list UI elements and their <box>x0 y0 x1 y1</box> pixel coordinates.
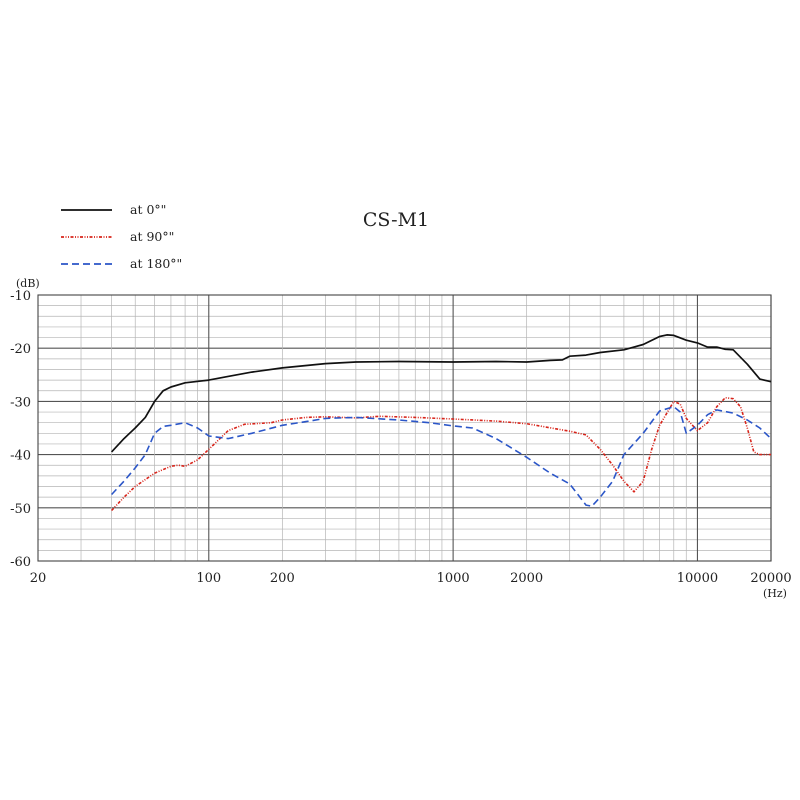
legend-label: at 180°" <box>130 256 182 271</box>
x-tick-label: 2000 <box>510 571 543 586</box>
series-lines <box>110 334 772 512</box>
legend-label: at 90°" <box>130 229 174 244</box>
plot-frame <box>37 294 772 562</box>
chart-title: CS-M1 <box>363 209 429 231</box>
y-tick-label: -60 <box>10 555 31 570</box>
y-tick-label: -40 <box>10 449 31 464</box>
y-axis-unit: (dB) <box>16 277 40 290</box>
series-line-3 <box>111 405 772 507</box>
x-tick-label: 100 <box>196 571 221 586</box>
series-line-2 <box>111 396 771 512</box>
legend-label: at 0°" <box>130 202 166 217</box>
x-axis-unit: (Hz) <box>763 587 787 600</box>
x-tick-label: 20000 <box>750 571 791 586</box>
y-tick-label: -50 <box>10 502 31 517</box>
grid <box>37 294 772 562</box>
x-tick-label: 1000 <box>437 571 470 586</box>
y-tick-label: -10 <box>10 289 31 304</box>
legend: at 0°" at 90°" at 180°" <box>61 202 182 271</box>
x-tick-label: 10000 <box>677 571 718 586</box>
x-tick-label: 20 <box>30 571 47 586</box>
y-tick-label: -30 <box>10 395 31 410</box>
series-line-1 <box>110 334 772 453</box>
x-tick-label: 200 <box>270 571 295 586</box>
y-tick-label: -20 <box>10 342 31 357</box>
